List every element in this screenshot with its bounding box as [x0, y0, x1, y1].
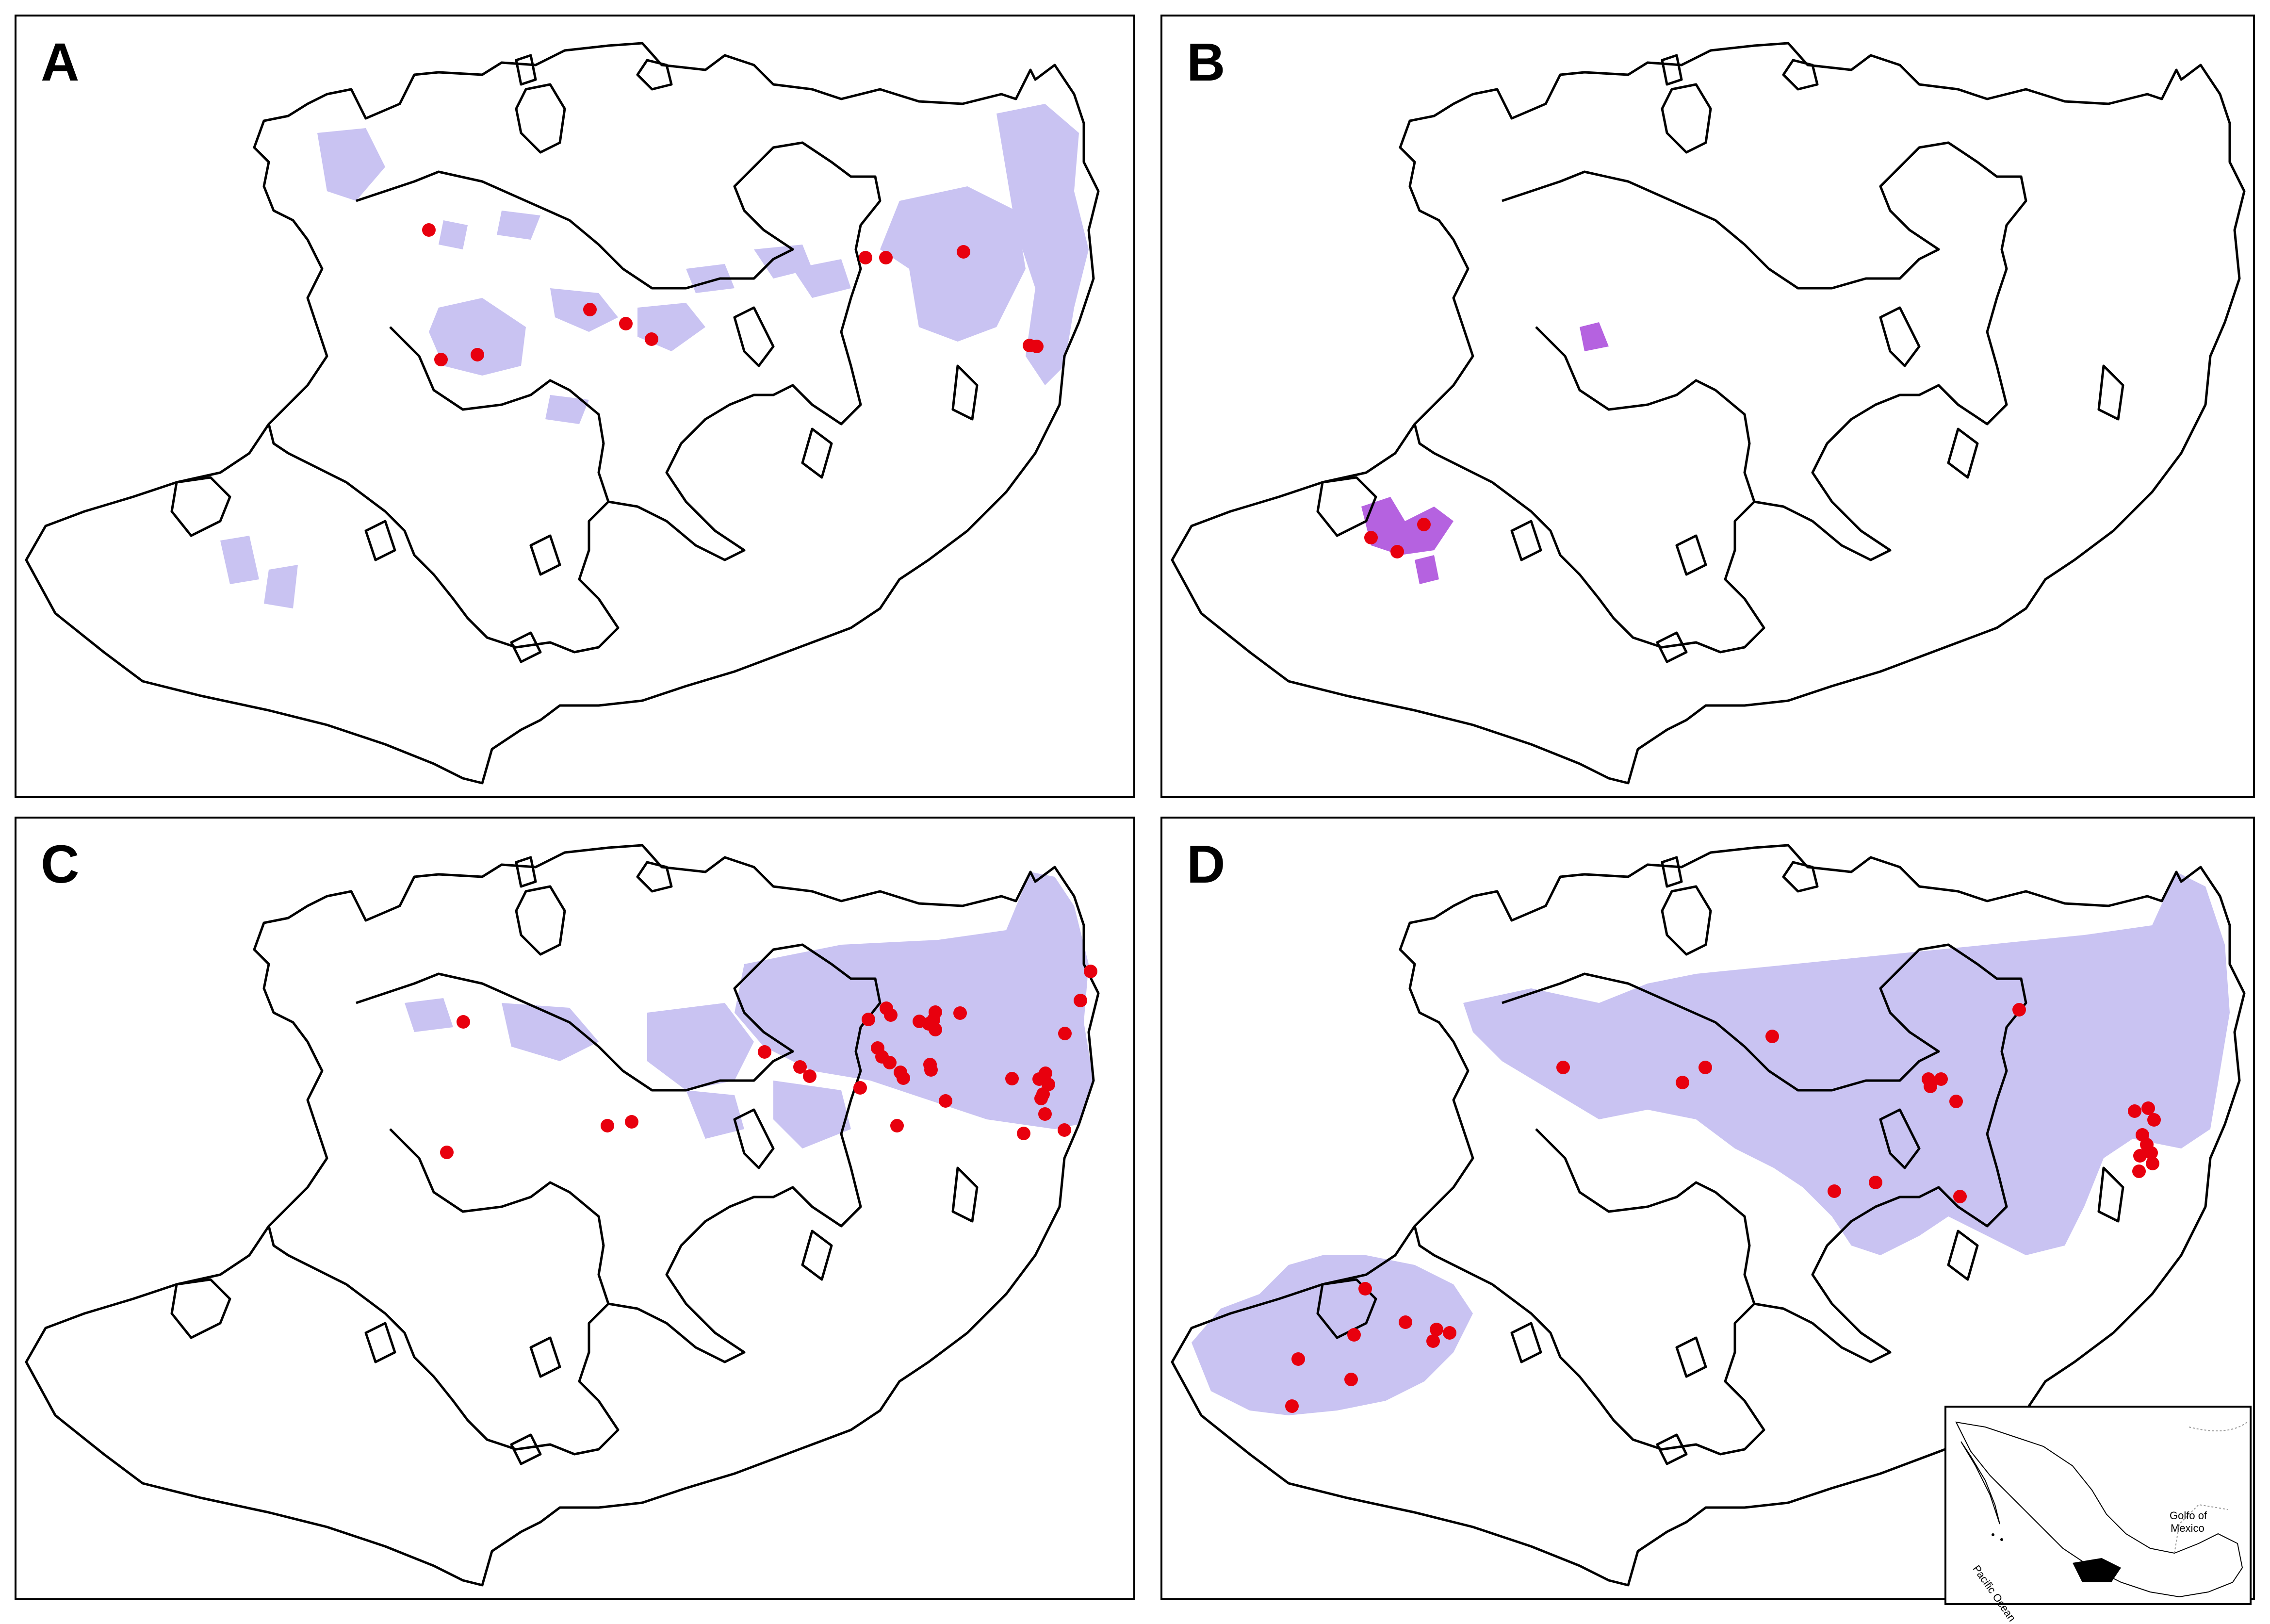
occurrence-point: [1030, 340, 1044, 353]
occurrence-point: [1924, 1080, 1937, 1093]
occurrence-point: [862, 1013, 875, 1026]
occurrence-point: [2141, 1101, 2155, 1115]
map-d-svg: [1171, 844, 2246, 1587]
occurrence-point: [939, 1094, 952, 1108]
occurrence-point: [625, 1115, 638, 1129]
state-outline-c: [25, 844, 1100, 1587]
occurrence-point: [924, 1063, 938, 1077]
occurrence-point: [1828, 1184, 1841, 1198]
occurrence-point: [1556, 1061, 1570, 1074]
occurrence-point: [1074, 994, 1087, 1007]
occurrence-point: [1426, 1334, 1440, 1348]
map-panel-d: D: [1160, 817, 2255, 1600]
occurrence-point: [793, 1060, 807, 1074]
study-area-highlight: [2073, 1558, 2121, 1582]
occurrence-point: [1949, 1095, 1963, 1108]
occurrence-point: [1430, 1323, 1443, 1336]
occurrence-point: [422, 223, 436, 237]
occurrence-point: [929, 1023, 942, 1036]
occurrence-point: [619, 317, 633, 330]
state-outline-a: [25, 42, 1100, 785]
occurrence-point: [1042, 1078, 1055, 1091]
occurrence-point: [1676, 1076, 1689, 1089]
occurrence-point: [953, 1006, 967, 1020]
occurrence-point: [897, 1071, 910, 1085]
occurrence-point: [645, 332, 658, 346]
occurrence-point: [583, 303, 597, 316]
inset-label-gulf-2: Mexico: [2171, 1522, 2205, 1534]
occurrence-point: [929, 1005, 942, 1019]
occurrence-point: [2012, 1003, 2026, 1017]
occurrence-point: [1364, 531, 1378, 544]
occurrence-point: [1017, 1127, 1030, 1140]
occurrence-point: [2146, 1157, 2159, 1170]
predicted-distribution-c: [405, 872, 1094, 1148]
panel-label: A: [41, 33, 80, 92]
occurrence-point: [1285, 1399, 1299, 1413]
occurrence-point: [1765, 1030, 1779, 1043]
occurrence-point: [803, 1069, 817, 1083]
panel-label: C: [41, 835, 80, 894]
occurrence-point: [1344, 1373, 1358, 1386]
map-panel-b: B: [1160, 15, 2255, 798]
occurrence-point: [601, 1119, 614, 1132]
inset-svg: [1955, 1421, 2248, 1598]
map-panel-c: C: [15, 817, 1135, 1600]
occurrence-point: [884, 1008, 898, 1022]
map-b-svg: [1171, 42, 2246, 785]
occurrence-point: [1417, 518, 1431, 531]
map-panel-a: A: [15, 15, 1135, 798]
occurrence-point: [890, 1119, 904, 1132]
occurrence-point: [1390, 545, 1404, 558]
occurrence-point: [434, 353, 448, 366]
predicted-distribution-a: [220, 104, 1089, 608]
locator-inset-map: Golfo of Mexico Pacific Ocean: [1944, 1406, 2252, 1624]
occurrence-point: [1058, 1123, 1071, 1137]
occurrence-point: [471, 348, 484, 361]
occurrence-point: [1291, 1352, 1305, 1366]
occurrence-point: [1698, 1061, 1712, 1074]
map-c-svg: [25, 844, 1100, 1587]
occurrence-point: [2133, 1149, 2147, 1163]
occurrence-point: [440, 1146, 454, 1159]
occurrence-point: [2144, 1146, 2158, 1160]
occurrence-points-b: [1364, 518, 1431, 558]
occurrence-point: [758, 1045, 771, 1059]
occurrence-point: [1347, 1328, 1361, 1342]
panel-label: D: [1187, 835, 1225, 894]
panel-label: B: [1187, 33, 1225, 92]
occurrence-point: [1869, 1176, 1882, 1189]
occurrence-point: [1034, 1092, 1048, 1105]
occurrence-point: [1443, 1326, 1456, 1340]
occurrence-point: [1953, 1190, 1967, 1203]
predicted-distribution-b: [1361, 322, 1609, 584]
inset-label-gulf-1: Golfo of: [2170, 1509, 2207, 1522]
occurrence-point: [1084, 965, 1097, 978]
occurrence-point: [1039, 1066, 1052, 1080]
occurrence-point: [2132, 1165, 2146, 1178]
map-a-svg: [25, 42, 1100, 785]
occurrence-point: [957, 245, 970, 259]
state-outline-b: [1171, 42, 2246, 785]
occurrence-point: [1399, 1315, 1412, 1329]
state-outline-d: [1171, 844, 2246, 1587]
occurrence-point: [1005, 1072, 1019, 1085]
occurrence-points-a: [422, 223, 1044, 366]
occurrence-point: [1038, 1107, 1052, 1121]
occurrence-points-c: [440, 965, 1097, 1159]
occurrence-point: [879, 251, 893, 264]
occurrence-point: [853, 1081, 867, 1095]
occurrence-points-d: [1285, 1003, 2161, 1413]
occurrence-point: [859, 251, 872, 264]
occurrence-point: [1934, 1072, 1948, 1086]
occurrence-point: [2128, 1104, 2141, 1118]
occurrence-point: [457, 1015, 470, 1029]
predicted-distribution-d: [1192, 872, 2230, 1415]
occurrence-point: [2147, 1113, 2161, 1127]
occurrence-point: [1358, 1282, 1372, 1296]
occurrence-point: [1058, 1027, 1072, 1040]
occurrence-point: [883, 1056, 897, 1069]
